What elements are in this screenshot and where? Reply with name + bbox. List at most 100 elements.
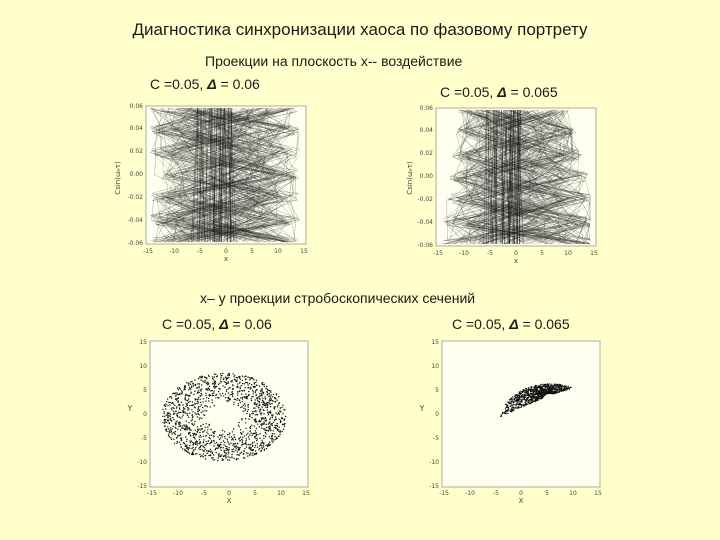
section-point: [237, 446, 239, 448]
trajectory-line: [177, 107, 275, 243]
section-point: [253, 410, 255, 413]
trajectory-line: [471, 111, 568, 244]
section-point: [528, 393, 530, 396]
section-point: [216, 447, 218, 449]
section-point: [165, 414, 167, 416]
trajectory-line: [445, 113, 577, 245]
section-point: [261, 424, 263, 427]
section-point: [263, 402, 266, 405]
section-point: [259, 409, 261, 411]
section-point: [506, 405, 508, 407]
section-point: [179, 424, 181, 426]
trajectory-line: [174, 108, 295, 243]
section-point: [214, 386, 216, 388]
section-point: [538, 391, 540, 393]
section-point: [207, 451, 209, 453]
section-point: [245, 397, 247, 399]
ytick: 5: [143, 387, 147, 394]
section-point: [268, 411, 271, 413]
plot-area: [441, 340, 601, 488]
trajectory-line: [165, 107, 286, 239]
section-point: [270, 390, 272, 392]
section-point: [170, 437, 172, 439]
section-point: [217, 455, 220, 457]
section-point: [220, 395, 222, 397]
section-point: [201, 417, 203, 420]
section-point: [259, 412, 262, 414]
section-point: [193, 442, 195, 444]
section-point: [187, 449, 189, 451]
section-point: [180, 392, 182, 394]
section-point: [213, 440, 215, 443]
section-point: [263, 435, 265, 437]
ytick: 15: [431, 339, 439, 346]
section-point: [232, 428, 235, 430]
section-point: [187, 409, 189, 411]
section-point: [217, 447, 219, 449]
section-point: [535, 392, 537, 394]
section-point: [176, 442, 178, 444]
section-point: [537, 398, 539, 400]
section-point: [245, 422, 247, 424]
section-point: [251, 434, 253, 437]
section-point: [254, 430, 257, 432]
trajectory-line: [150, 107, 270, 243]
section-point: [254, 419, 257, 421]
section-point: [188, 408, 190, 410]
phase-portrait-plot-1: 0.06 0.04 0.02 0.00 -0.02 -0.04 -0.06 -1…: [108, 98, 318, 268]
slide-title: Диагностика синхронизации хаоса по фазов…: [132, 20, 588, 39]
section-point: [231, 448, 233, 451]
xtick: 15: [590, 250, 598, 257]
section-point: [210, 454, 212, 456]
section-point: [542, 385, 544, 388]
section-point: [201, 384, 203, 386]
section-point: [169, 416, 171, 418]
section-point: [236, 394, 239, 396]
trajectory-line: [513, 109, 516, 245]
section-point: [227, 382, 229, 384]
trajectory-line: [159, 107, 289, 243]
trajectory-line: [184, 110, 296, 243]
section-point: [173, 392, 176, 395]
x-axis-label: X: [227, 497, 232, 505]
section-point: [208, 424, 210, 426]
section-point: [182, 414, 184, 416]
section-points: [162, 372, 287, 462]
section-point: [522, 396, 524, 399]
section-point: [219, 393, 221, 395]
section-point: [210, 441, 213, 444]
section-point: [262, 397, 264, 400]
section-point: [515, 404, 517, 406]
section-point: [228, 447, 230, 449]
section-point: [236, 377, 238, 379]
section-point: [524, 394, 526, 397]
section-point: [231, 450, 233, 453]
section-point: [256, 414, 259, 416]
section-point: [259, 420, 262, 422]
section-point: [173, 442, 176, 445]
section-point: [525, 399, 527, 401]
section-point: [194, 384, 197, 387]
section-point: [516, 402, 518, 404]
section-point: [269, 406, 272, 408]
section-point: [254, 450, 257, 452]
section-point: [263, 444, 265, 446]
section-point: [222, 440, 225, 442]
section-point: [215, 441, 218, 444]
section-point: [565, 387, 568, 390]
section-point: [203, 446, 205, 449]
section-point: [266, 388, 269, 391]
section-point: [240, 397, 242, 399]
section-point: [260, 418, 263, 420]
section-point: [169, 404, 171, 406]
section-point: [250, 388, 252, 390]
section-point: [245, 378, 247, 380]
section-point: [194, 453, 197, 455]
section-point: [251, 424, 253, 426]
section-point: [241, 400, 243, 403]
section-point: [188, 426, 190, 429]
section-point: [236, 454, 238, 456]
xtick: 10: [277, 490, 285, 497]
section-title-stroboscopic: x– y проекции стробоскопических сечений: [200, 290, 476, 306]
section-point: [211, 457, 213, 459]
